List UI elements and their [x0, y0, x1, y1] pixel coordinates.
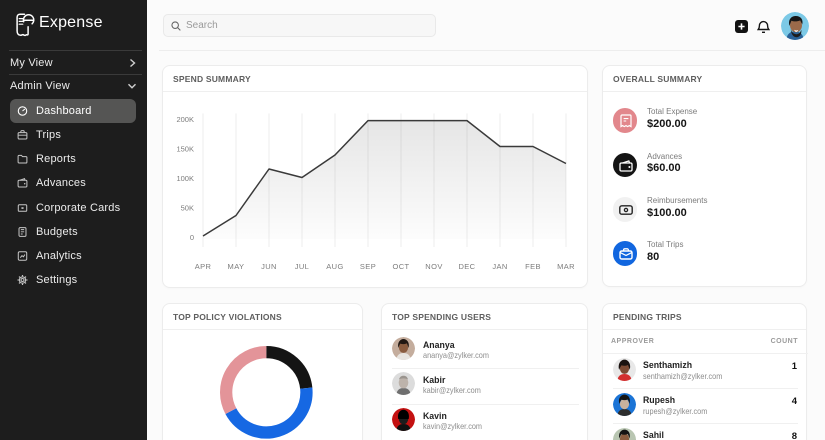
svg-text:50K: 50K [181, 204, 194, 213]
svg-text:AUG: AUG [326, 262, 343, 271]
svg-text:APR: APR [195, 262, 212, 271]
svg-text:DEC: DEC [458, 262, 475, 271]
svg-text:0: 0 [190, 233, 194, 242]
svg-text:100K: 100K [176, 174, 194, 183]
svg-text:FEB: FEB [525, 262, 541, 271]
svg-text:MAY: MAY [228, 262, 245, 271]
svg-text:NOV: NOV [425, 262, 442, 271]
svg-text:OCT: OCT [392, 262, 409, 271]
svg-text:200K: 200K [176, 115, 194, 124]
svg-text:MAR: MAR [557, 262, 575, 271]
svg-text:150K: 150K [176, 145, 194, 154]
svg-text:JUN: JUN [261, 262, 277, 271]
svg-text:JAN: JAN [492, 262, 507, 271]
svg-text:JUL: JUL [295, 262, 310, 271]
svg-text:SEP: SEP [360, 262, 376, 271]
